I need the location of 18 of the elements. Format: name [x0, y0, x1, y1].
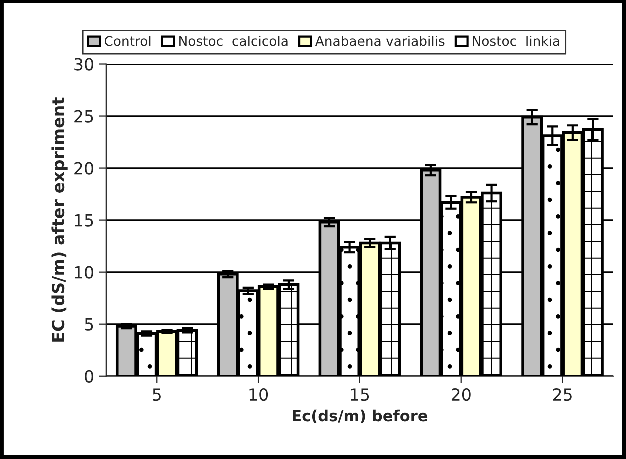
x-tick-label: 5 [153, 388, 161, 402]
x-tick-label: 20 [452, 388, 471, 402]
y-tick-label: 10 [75, 266, 94, 279]
y-tick-label: 25 [74, 110, 94, 123]
y-tick-label: 0 [85, 370, 94, 383]
legend-label: Anabaena variabilis [315, 36, 445, 46]
y-tick-label: 20 [74, 162, 94, 175]
y-tick-label: 15 [75, 214, 94, 227]
x-tick-label: 10 [250, 388, 268, 402]
y-tick-label: 5 [85, 318, 94, 331]
legend-label: Nostoc linkia [473, 36, 560, 46]
x-tick-label: 25 [553, 388, 572, 402]
x-tick-label: 15 [351, 388, 370, 402]
y-tick-label: 30 [74, 58, 94, 71]
legend-label: Nostoc calcicola [180, 36, 288, 46]
y-axis-title: EC (dS/m) after expriment [52, 98, 68, 342]
legend-label: Control [104, 36, 151, 46]
x-axis-title: Ec(ds/m) before [293, 410, 428, 424]
